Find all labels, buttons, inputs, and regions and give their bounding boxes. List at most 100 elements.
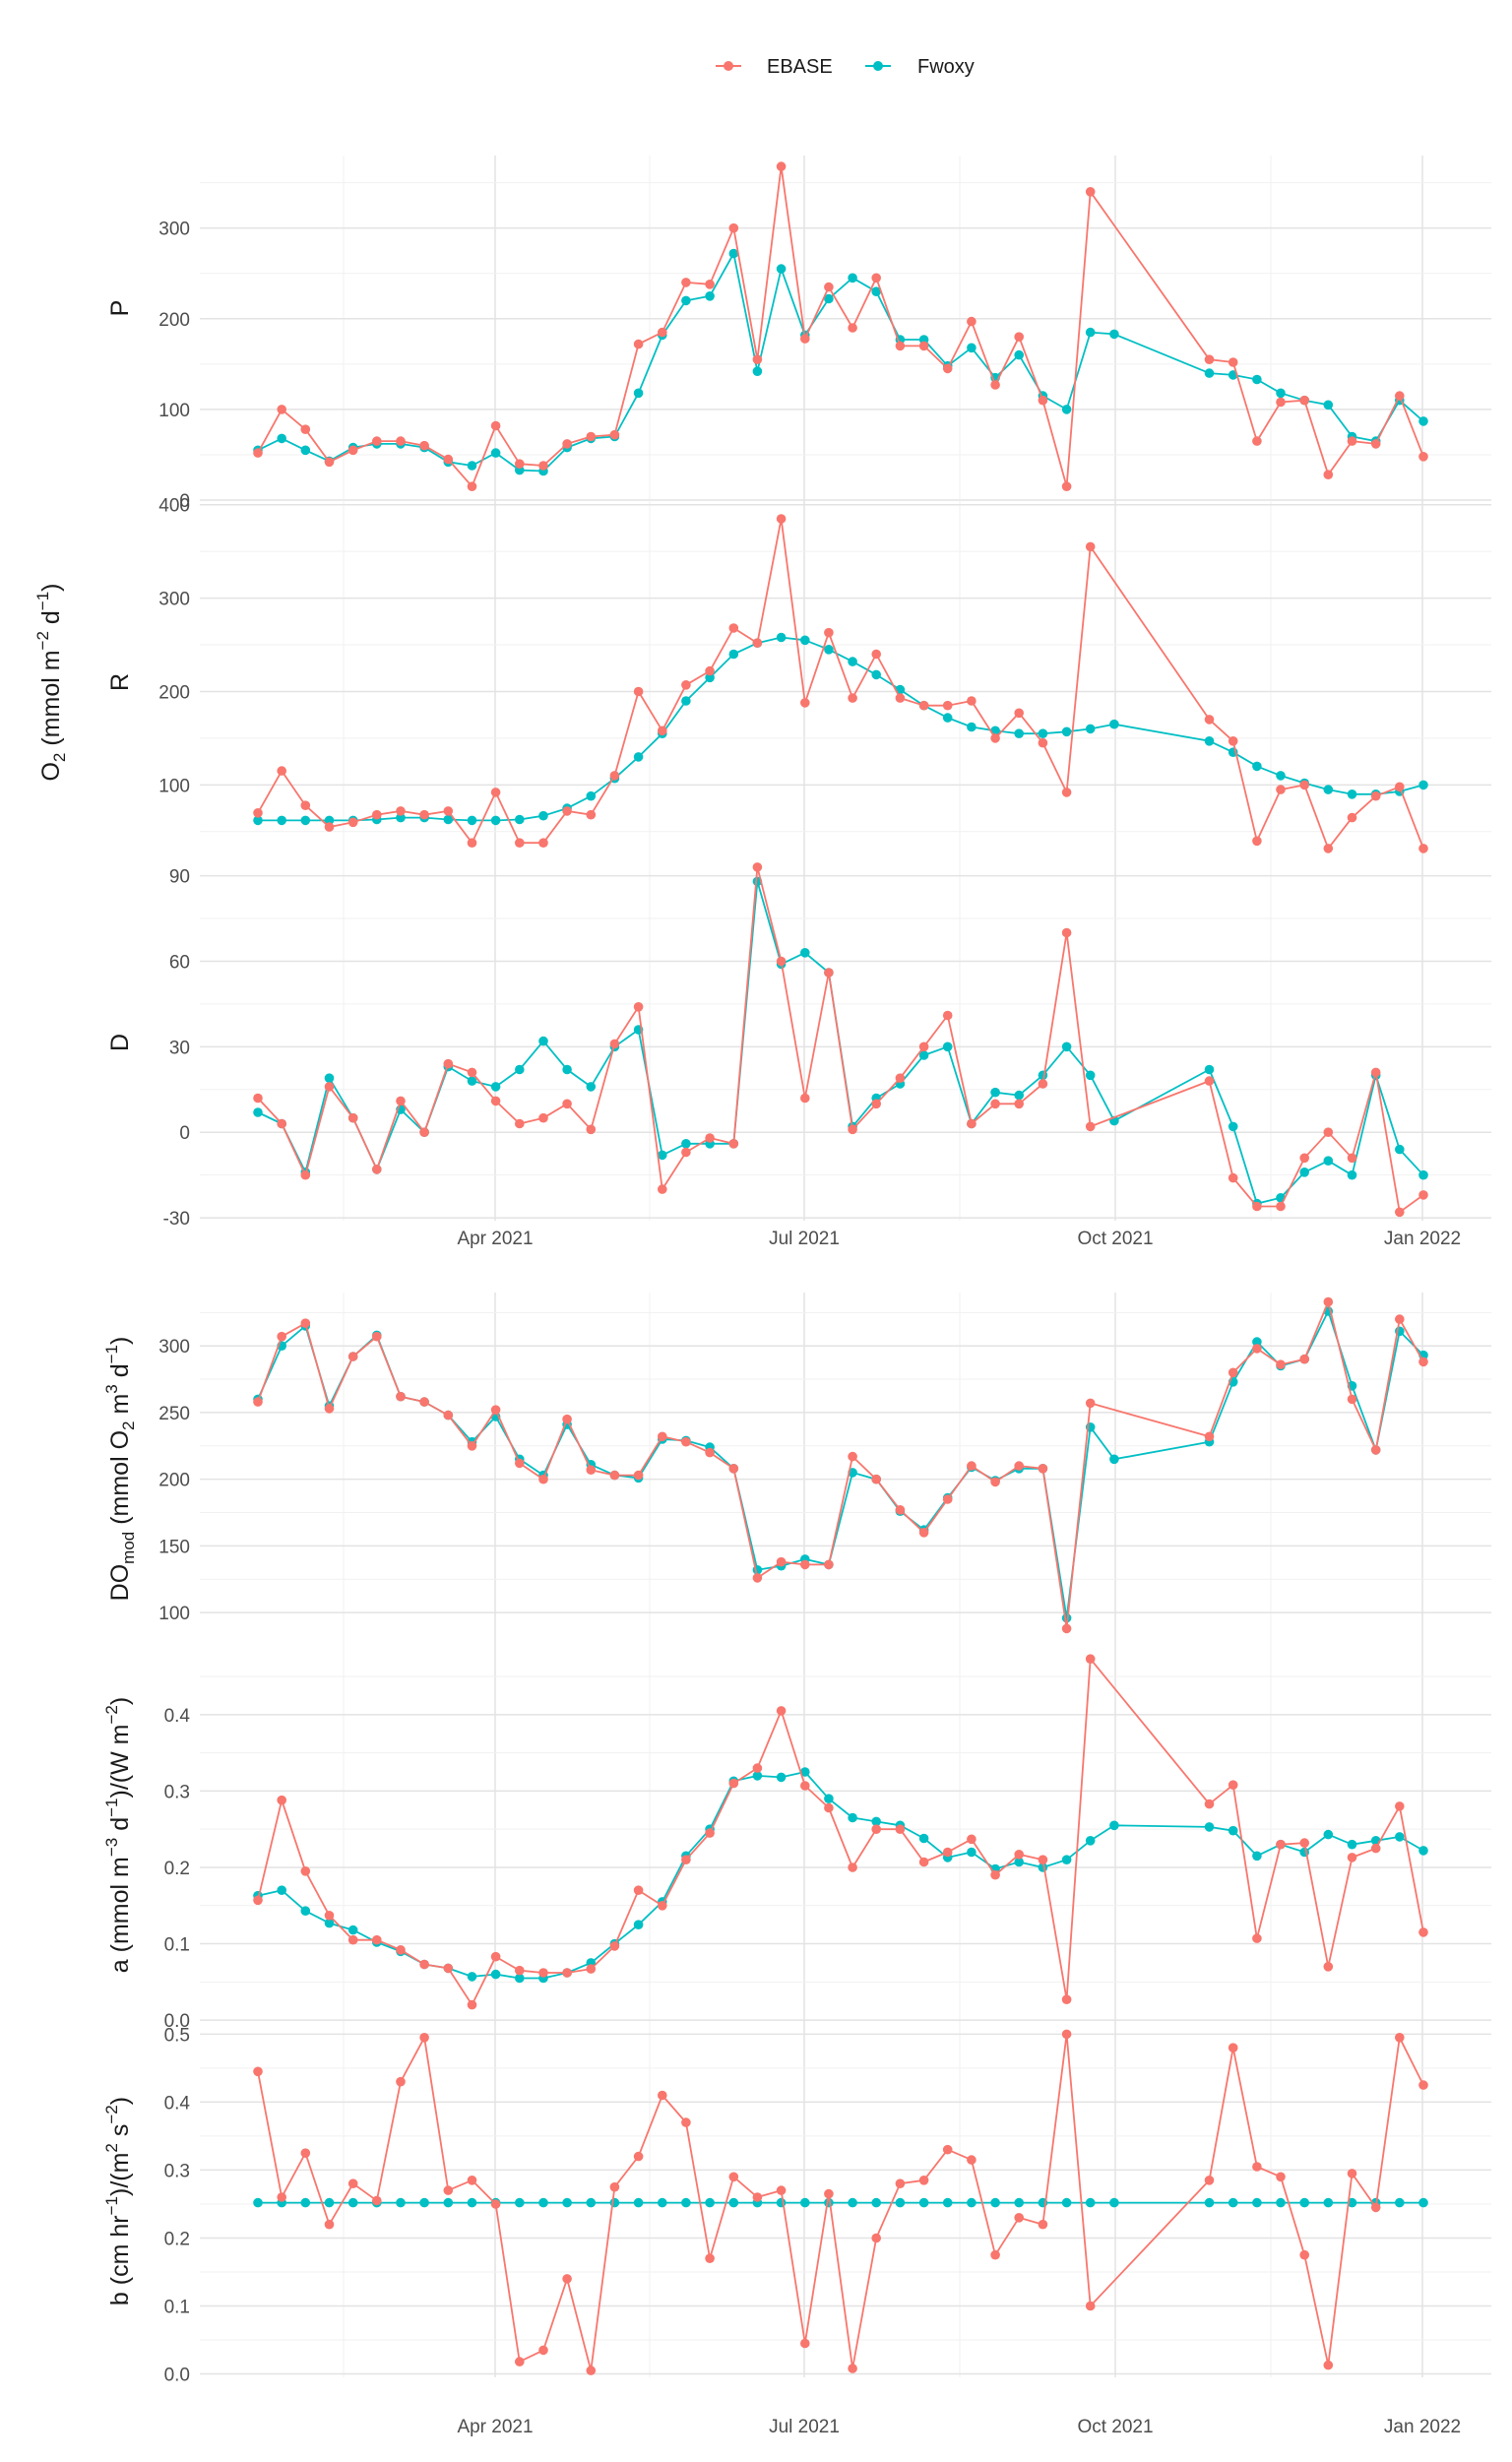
data-point-ebase <box>800 1559 810 1570</box>
data-point-ebase <box>1347 2169 1357 2178</box>
data-point-fwoxy <box>871 286 881 297</box>
data-point-ebase <box>871 649 881 660</box>
data-point-ebase <box>253 1093 263 1104</box>
series-ebase <box>253 862 1428 1218</box>
data-point-ebase <box>609 1039 620 1049</box>
series-line-ebase <box>257 1300 1424 1630</box>
data-point-ebase <box>681 1147 691 1158</box>
data-point-ebase <box>658 1901 667 1911</box>
data-point-ebase <box>538 1474 548 1484</box>
data-point-ebase <box>752 862 763 872</box>
data-point-ebase <box>1299 1354 1309 1364</box>
data-point-ebase <box>419 809 429 820</box>
x-tick-label: Jan 2022 <box>1384 2417 1461 2437</box>
data-point-fwoxy <box>1252 761 1262 772</box>
data-point-ebase <box>1038 1464 1048 1474</box>
y-tick-label: 150 <box>158 1537 190 1557</box>
data-point-ebase <box>1347 812 1357 823</box>
data-point-fwoxy <box>681 1139 691 1149</box>
data-point-ebase <box>1418 1190 1428 1200</box>
data-point-fwoxy <box>800 1767 810 1777</box>
data-point-ebase <box>1276 397 1286 408</box>
y-tick-label: 0 <box>179 1123 190 1144</box>
data-point-fwoxy <box>967 2197 976 2208</box>
data-point-fwoxy <box>824 293 834 304</box>
data-point-ebase <box>895 1073 906 1083</box>
data-point-ebase <box>1276 1839 1286 1850</box>
data-point-ebase <box>372 436 382 446</box>
panel-4 <box>200 1293 1491 1646</box>
data-point-ebase <box>1085 2301 1096 2311</box>
panel-6 <box>200 2024 1491 2377</box>
data-point-fwoxy <box>515 1064 525 1075</box>
data-point-ebase <box>324 457 335 468</box>
y-axis-title: b (cm hr−1)/(m2 s−2) <box>102 2097 134 2305</box>
data-point-ebase <box>990 1869 1000 1880</box>
series-fwoxy <box>253 2197 1428 2208</box>
data-point-ebase <box>681 1855 691 1864</box>
data-point-ebase <box>1204 1799 1215 1809</box>
data-point-fwoxy <box>1204 736 1215 746</box>
data-point-fwoxy <box>538 2197 548 2208</box>
data-point-fwoxy <box>586 1082 597 1092</box>
y-tick-label: 0.2 <box>164 1859 190 1879</box>
data-point-ebase <box>918 1042 929 1052</box>
data-point-fwoxy <box>918 1050 929 1060</box>
series-ebase <box>253 161 1428 492</box>
series-line-ebase <box>257 1658 1424 2006</box>
data-point-fwoxy <box>967 1847 976 1858</box>
data-point-fwoxy <box>705 2197 715 2208</box>
data-point-fwoxy <box>1109 719 1119 729</box>
data-point-ebase <box>1347 436 1357 446</box>
data-point-ebase <box>848 1862 857 1872</box>
data-point-ebase <box>253 808 263 818</box>
data-point-ebase <box>1014 2213 1024 2223</box>
data-point-ebase <box>609 1941 620 1951</box>
data-point-fwoxy <box>1323 400 1334 410</box>
data-point-ebase <box>681 278 691 287</box>
data-point-ebase <box>443 2185 454 2195</box>
data-point-fwoxy <box>918 2197 929 2208</box>
data-point-fwoxy <box>324 815 335 826</box>
data-point-fwoxy <box>658 2197 667 2208</box>
x-tick-label: Oct 2021 <box>1077 2417 1153 2437</box>
data-point-ebase <box>1228 1172 1238 1183</box>
data-point-ebase <box>1370 439 1381 449</box>
data-point-fwoxy <box>871 669 881 680</box>
data-point-ebase <box>1061 788 1072 797</box>
data-point-ebase <box>347 1934 358 1945</box>
legend-label-fwoxy: Fwoxy <box>917 56 975 78</box>
data-point-fwoxy <box>1109 1454 1119 1465</box>
data-point-ebase <box>848 1124 857 1135</box>
data-point-ebase <box>609 1470 620 1481</box>
series-fwoxy <box>253 632 1428 826</box>
data-point-ebase <box>515 2357 525 2367</box>
data-point-fwoxy <box>1085 724 1096 734</box>
data-point-fwoxy <box>1085 327 1096 338</box>
data-point-ebase <box>1418 452 1428 462</box>
data-point-fwoxy <box>538 810 548 821</box>
data-point-fwoxy <box>776 264 787 274</box>
data-point-fwoxy <box>1418 1846 1428 1856</box>
data-point-ebase <box>253 1895 263 1906</box>
series-line-ebase <box>257 518 1424 850</box>
data-point-ebase <box>1395 1314 1405 1324</box>
data-point-fwoxy <box>800 948 810 958</box>
panel-5 <box>200 1646 1491 2024</box>
legend: EBASE Fwoxy <box>716 56 975 78</box>
data-point-ebase <box>776 2185 787 2195</box>
data-point-fwoxy <box>419 2197 429 2208</box>
data-point-ebase <box>1418 1357 1428 1367</box>
data-point-fwoxy <box>728 649 739 660</box>
data-point-ebase <box>967 1461 976 1471</box>
data-point-ebase <box>253 448 263 458</box>
y-tick-label: 100 <box>158 1604 190 1624</box>
data-point-fwoxy <box>396 812 406 823</box>
data-point-ebase <box>396 2076 406 2087</box>
data-point-ebase <box>1323 844 1334 853</box>
data-point-ebase <box>1228 736 1238 746</box>
data-point-ebase <box>277 405 287 414</box>
series-line-ebase <box>257 165 1424 488</box>
data-point-fwoxy <box>871 2197 881 2208</box>
data-point-ebase <box>776 161 787 171</box>
